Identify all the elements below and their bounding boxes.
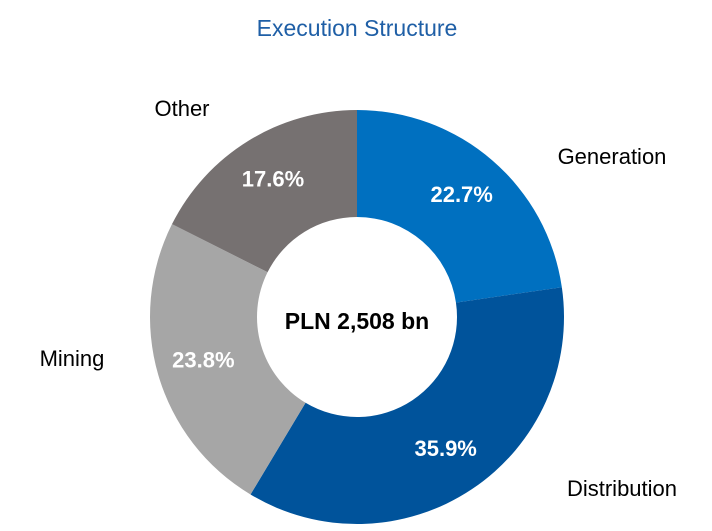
donut-slice xyxy=(250,287,564,525)
donut-slice xyxy=(357,110,562,303)
category-label: Other xyxy=(154,96,209,121)
value-label: 17.6% xyxy=(242,167,304,192)
value-label: 23.8% xyxy=(172,347,234,372)
donut-slice xyxy=(150,224,306,495)
category-label: Distribution xyxy=(567,476,677,501)
category-label: Mining xyxy=(40,346,105,371)
category-label: Generation xyxy=(558,144,667,169)
donut-slice xyxy=(171,110,357,273)
chart-title: Execution Structure xyxy=(257,15,458,41)
value-label: 22.7% xyxy=(430,182,492,207)
center-label: PLN 2,508 bn xyxy=(285,308,429,334)
value-label: 35.9% xyxy=(414,436,476,461)
